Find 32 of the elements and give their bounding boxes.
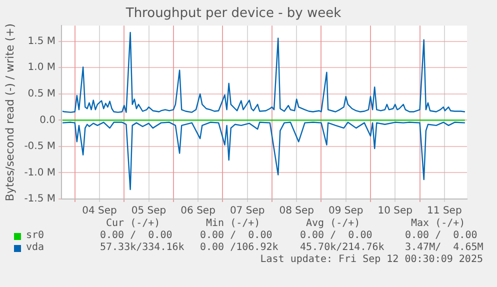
y-tick-label: 0.0 xyxy=(40,114,56,126)
text: 0.00 / 0.00 xyxy=(300,230,372,241)
text: 57.33k/334.16k xyxy=(100,242,184,253)
text: Max (-/+) xyxy=(411,218,466,229)
text: 3.47M/ 4.65M xyxy=(405,242,484,253)
text: 0.00 / 0.00 xyxy=(200,230,272,241)
x-tick-label: 08 Sep xyxy=(279,206,314,217)
y-axis-title: Bytes/second read (-) / write (+) xyxy=(3,23,16,202)
text: 0.00 / 0.00 xyxy=(405,230,478,241)
y-tick-label: 1.5 M xyxy=(28,36,56,47)
text: 0.00 /106.92k xyxy=(200,242,278,253)
x-tick-label: 04 Sep xyxy=(82,206,117,217)
text: Min (-/+) xyxy=(206,218,260,229)
chart-title: Throughput per device - by week xyxy=(124,6,342,22)
x-tick-label: 07 Sep xyxy=(230,206,265,217)
legend-label: vda xyxy=(26,242,44,253)
y-tick-label: 0.5 M xyxy=(28,88,56,100)
legend-label: sr0 xyxy=(26,230,44,241)
text: Cur (-/+) xyxy=(106,218,160,229)
y-tick-label: 1.0 M xyxy=(28,62,56,74)
text: Last update: Fri Sep 12 00:30:09 2025 xyxy=(260,254,483,265)
x-tick-label: 10 Sep xyxy=(378,206,413,217)
x-tick-label: 11 Sep xyxy=(427,206,462,217)
y-tick-label: -1.0 M xyxy=(24,167,56,178)
x-tick-label: 06 Sep xyxy=(180,206,216,217)
y-tick-label: -0.5 M xyxy=(24,141,56,152)
text: 0.00 / 0.00 xyxy=(100,230,172,241)
x-tick-label: 05 Sep xyxy=(131,206,166,217)
text: 45.70k/214.76k xyxy=(300,242,384,253)
text: Avg (-/+) xyxy=(306,218,360,229)
x-tick-label: 09 Sep xyxy=(328,206,364,217)
y-tick-label: -1.5 M xyxy=(24,194,56,205)
